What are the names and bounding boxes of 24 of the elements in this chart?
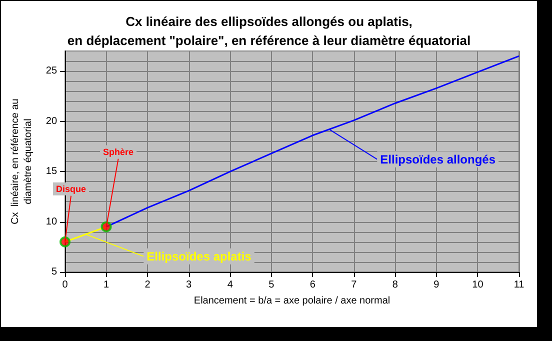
y-tick-label: 25	[46, 66, 58, 77]
chart-title: Cx linéaire des ellipsoïdes allongés ou aplatis, en déplacement "polaire", en référence à leur diamètre équatorial	[67, 14, 471, 48]
x-tick-label: 9	[434, 280, 440, 290]
x-tick-label: 8	[392, 280, 398, 290]
x-tick-label: 5	[268, 280, 275, 290]
x-tick-label: 2	[144, 280, 151, 290]
x-tick-label: 6	[310, 280, 316, 290]
x-tick-label: 11	[514, 280, 525, 290]
x-tick-label: 10	[472, 280, 484, 290]
y-tick-label: 5	[51, 266, 58, 278]
x-tick-label: 4	[227, 280, 234, 290]
y-tick-label: 10	[46, 216, 58, 228]
x-tick-label: 3	[186, 280, 192, 290]
x-axis-title: Elancement = b/a = axe polaire / axe normal	[194, 296, 390, 306]
y-tick-label: 15	[46, 166, 58, 178]
text: Ellipsoïdes allongés	[380, 152, 496, 166]
x-tick-label: 0	[62, 280, 68, 290]
y-tick-label: 20	[46, 116, 58, 127]
annotation: Disque	[56, 184, 86, 194]
x-tick-label: 1	[104, 280, 110, 290]
text: Ellipsoïdes aplatis	[146, 249, 252, 264]
y-axis-title: Cx linéaire, en référence au diamètre équatorial	[10, 98, 34, 224]
x-tick-label: 7	[351, 280, 358, 290]
annotation: Sphère	[103, 146, 134, 157]
